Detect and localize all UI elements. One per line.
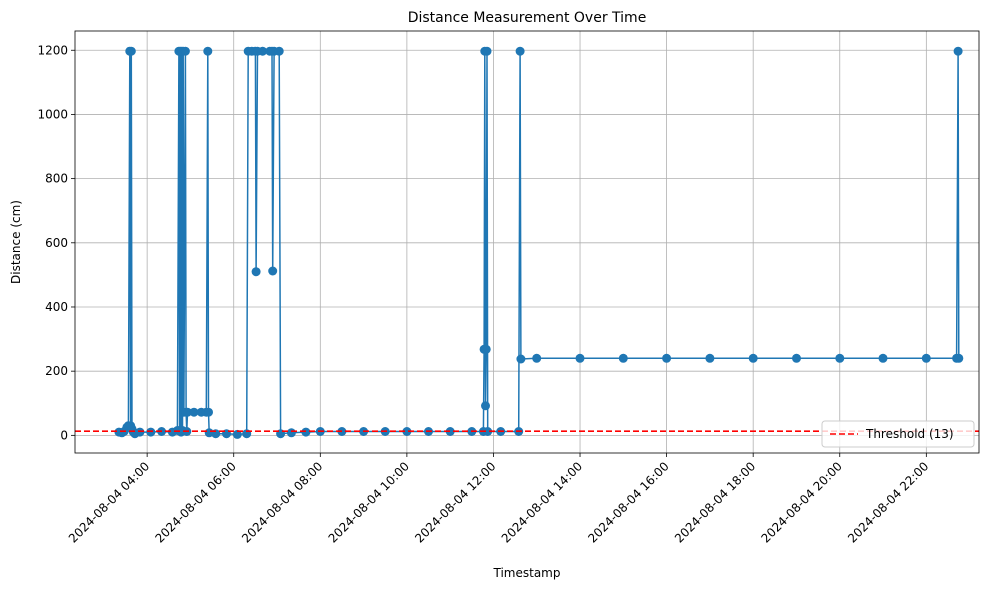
data-point — [482, 46, 492, 56]
data-point — [402, 427, 412, 436]
data-point — [483, 427, 493, 436]
y-axis-ticks: 0 200 400 600 800 1000 1200 — [37, 43, 75, 442]
x-axis-label: Timestamp — [493, 566, 561, 580]
legend-threshold-label: Threshold (13) — [865, 427, 954, 441]
y-tick-label: 400 — [45, 300, 68, 314]
chart-title: Distance Measurement Over Time — [408, 10, 647, 26]
y-tick-label: 200 — [45, 364, 68, 378]
data-point — [135, 427, 145, 437]
y-tick-label: 800 — [45, 172, 68, 186]
data-point — [835, 353, 845, 363]
data-point — [204, 407, 213, 417]
x-axis-ticks: 2024-08-04 04:00 2024-08-04 06:00 2024-08-… — [66, 453, 931, 546]
data-point — [251, 267, 261, 277]
x-tick-label: 2024-08-04 22:00 — [845, 459, 931, 545]
data-point — [445, 427, 455, 436]
grid — [75, 31, 979, 453]
y-tick-label: 1000 — [37, 107, 68, 121]
y-axis-label: Distance (cm) — [9, 200, 23, 284]
data-point — [953, 46, 963, 56]
data-point — [532, 353, 542, 363]
x-tick-label: 2024-08-04 08:00 — [239, 459, 325, 545]
data-point — [481, 344, 491, 354]
data-point — [954, 353, 964, 363]
data-point — [618, 353, 628, 363]
x-tick-label: 2024-08-04 16:00 — [585, 459, 671, 545]
x-tick-label: 2024-08-04 12:00 — [412, 459, 498, 545]
data-point — [268, 266, 278, 276]
plot-frame — [74, 30, 980, 454]
data-point — [516, 354, 526, 364]
x-tick-label: 2024-08-04 04:00 — [66, 459, 152, 545]
data-point — [662, 353, 672, 363]
x-tick-label: 2024-08-04 20:00 — [759, 459, 845, 545]
data-point — [286, 428, 296, 438]
data-point — [232, 429, 242, 439]
data-point — [792, 353, 801, 363]
data-point — [748, 353, 758, 363]
data-point — [921, 353, 931, 363]
data-point — [301, 427, 311, 437]
data-point — [515, 46, 525, 56]
data-point — [258, 46, 268, 56]
data-point — [481, 401, 490, 411]
data-point — [203, 46, 213, 56]
x-tick-label: 2024-08-04 06:00 — [152, 459, 238, 545]
y-tick-label: 1200 — [37, 43, 68, 57]
data-point — [183, 407, 192, 417]
data-point — [878, 353, 888, 363]
legend-box — [821, 420, 975, 448]
y-tick-label: 0 — [60, 428, 68, 442]
data-point — [180, 46, 190, 56]
x-tick-label: 2024-08-04 18:00 — [672, 459, 758, 545]
x-tick-label: 2024-08-04 10:00 — [326, 459, 412, 545]
legend: Threshold (13) — [821, 420, 975, 448]
data-point — [189, 407, 199, 417]
series-layer — [114, 46, 964, 439]
data-point — [126, 46, 136, 56]
data-point — [575, 353, 585, 363]
data-point — [274, 46, 284, 56]
data-point — [146, 427, 156, 437]
data-point — [705, 353, 715, 363]
x-tick-label: 2024-08-04 14:00 — [499, 459, 585, 545]
y-tick-label: 600 — [45, 236, 68, 250]
